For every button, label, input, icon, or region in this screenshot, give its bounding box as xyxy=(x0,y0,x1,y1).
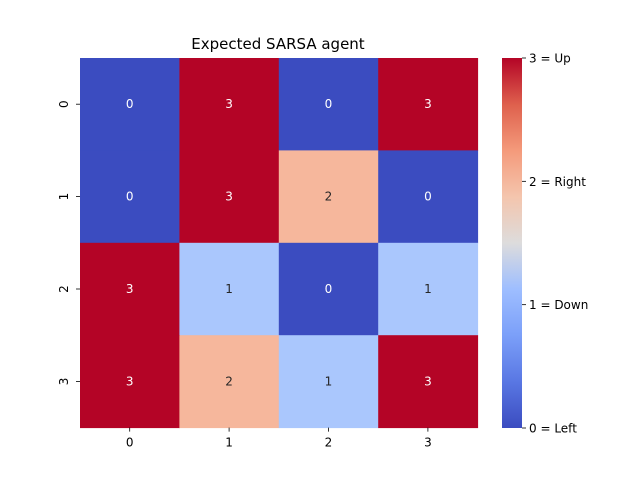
heatmap-cell xyxy=(179,335,280,429)
y-tick-label: 2 xyxy=(57,285,71,293)
heatmap-cell xyxy=(80,335,180,429)
colorbar-tick-label: 3 = Up xyxy=(529,52,571,66)
heatmap-cell xyxy=(278,58,379,151)
colorbar-tick-label: 0 = Left xyxy=(529,422,577,436)
heatmap-cell xyxy=(278,242,379,336)
cell-value-label: 2 xyxy=(225,374,233,388)
cell-value-label: 3 xyxy=(126,282,134,296)
heatmap-cell xyxy=(179,242,280,336)
heatmap-cell xyxy=(80,242,180,336)
heatmap-cell xyxy=(179,150,280,244)
heatmap-cell xyxy=(278,150,379,244)
heatmap-cell xyxy=(80,150,180,244)
cell-value-label: 3 xyxy=(126,374,134,388)
heatmap-cell xyxy=(80,58,180,151)
cell-value-label: 0 xyxy=(126,97,134,111)
chart-title: Expected SARSA agent xyxy=(191,35,365,53)
y-axis: 0 1 2 3 xyxy=(57,100,80,385)
cell-value-label: 0 xyxy=(424,190,432,204)
x-tick-label: 0 xyxy=(126,436,134,450)
colorbar-tick-label: 2 = Right xyxy=(529,175,586,189)
heatmap-cell xyxy=(278,335,379,429)
heatmap-cell xyxy=(378,242,479,336)
x-axis: 0 1 2 3 xyxy=(126,427,432,450)
y-tick-label: 0 xyxy=(57,100,71,108)
x-tick-label: 1 xyxy=(225,436,233,450)
heatmap-cell xyxy=(378,335,479,429)
cell-value-label: 3 xyxy=(424,374,432,388)
cell-value-label: 0 xyxy=(325,97,333,111)
cell-value-label: 1 xyxy=(225,282,233,296)
heatmap-cell xyxy=(378,150,479,244)
cell-value-label: 3 xyxy=(225,97,233,111)
heatmap-cells: 0 3 0 3 0 3 2 0 3 1 0 1 3 2 1 3 xyxy=(80,58,479,429)
x-tick-label: 2 xyxy=(325,436,333,450)
y-tick-label: 1 xyxy=(57,193,71,201)
colorbar xyxy=(502,58,522,428)
cell-value-label: 3 xyxy=(424,97,432,111)
cell-value-label: 3 xyxy=(225,190,233,204)
cell-value-label: 2 xyxy=(325,190,333,204)
cell-value-label: 1 xyxy=(424,282,432,296)
cell-value-label: 1 xyxy=(325,374,333,388)
cell-value-label: 0 xyxy=(126,190,134,204)
heatmap-cell xyxy=(378,58,479,151)
colorbar-tick-label: 1 = Down xyxy=(529,298,588,312)
y-tick-label: 3 xyxy=(57,378,71,386)
x-tick-label: 3 xyxy=(424,436,432,450)
heatmap-cell xyxy=(179,58,280,151)
cell-value-label: 0 xyxy=(325,282,333,296)
colorbar-ticks: 0 = Left 1 = Down 2 = Right 3 = Up xyxy=(522,52,588,436)
